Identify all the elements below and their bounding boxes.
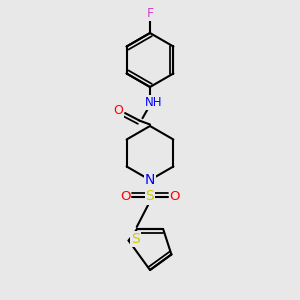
- Text: O: O: [114, 103, 123, 117]
- Text: O: O: [170, 190, 180, 203]
- Text: S: S: [146, 190, 154, 203]
- Text: NH: NH: [145, 96, 162, 109]
- Text: F: F: [146, 7, 154, 20]
- Text: N: N: [145, 173, 155, 187]
- Text: O: O: [120, 190, 130, 203]
- Text: S: S: [131, 232, 140, 246]
